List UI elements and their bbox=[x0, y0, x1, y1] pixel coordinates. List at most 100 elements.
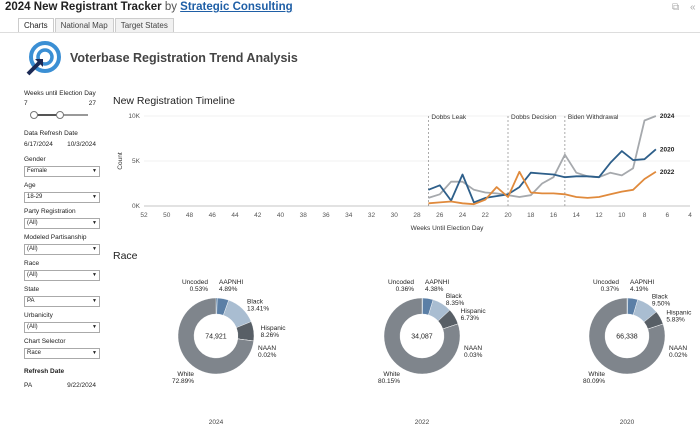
y-tick-label: 5K bbox=[132, 158, 141, 165]
donut-label-2022-hispanic: Hispanic 6.73% bbox=[461, 308, 487, 322]
tab-strip: Charts National Map Target States bbox=[18, 18, 175, 32]
donut-label-name: Uncoded bbox=[388, 279, 414, 286]
filter-label-chart-selector: Chart Selector bbox=[24, 338, 66, 345]
donut-label-name: Hispanic bbox=[261, 325, 287, 332]
donut-label-2024-uncoded: Uncoded 0.53% bbox=[182, 279, 208, 293]
donut-label-value: 8.26% bbox=[261, 332, 280, 339]
donut-label-value: 0.02% bbox=[258, 352, 277, 359]
weeks-range-values: 7 27 bbox=[24, 100, 96, 107]
x-tick-label: 26 bbox=[436, 212, 444, 219]
donut-label-value: 4.38% bbox=[425, 286, 444, 293]
weeks-slider-min-handle[interactable] bbox=[30, 111, 38, 119]
app-title-by: by bbox=[164, 1, 177, 13]
donut-label-2022-white: White 80.15% bbox=[378, 371, 400, 385]
series-line-2024 bbox=[428, 115, 657, 199]
donut-total-2020: 66,338 bbox=[616, 334, 638, 341]
x-tick-label: 50 bbox=[163, 212, 171, 219]
copy-icon[interactable]: ⧉ bbox=[672, 2, 680, 13]
refresh-label: Data Refresh Date bbox=[24, 130, 78, 137]
tab-charts[interactable]: Charts bbox=[18, 18, 54, 32]
x-axis-title: Weeks Until Election Day bbox=[411, 225, 485, 232]
x-tick-label: 10 bbox=[618, 212, 626, 219]
urbanicity-dropdown[interactable]: (All) ▼ bbox=[24, 322, 100, 333]
x-tick-label: 42 bbox=[254, 212, 262, 219]
donut-label-2020-hispanic: Hispanic 5.83% bbox=[666, 309, 692, 323]
x-tick-label: 20 bbox=[504, 212, 512, 219]
race-title: Race bbox=[113, 250, 138, 262]
donut-year-2022: 2022 bbox=[415, 419, 430, 426]
donut-label-2022-aapnhi: AAPNHI 4.38% bbox=[425, 279, 449, 293]
weeks-max: 27 bbox=[88, 100, 96, 107]
filter-label-race: Race bbox=[24, 260, 40, 267]
donut-label-value: 6.73% bbox=[461, 315, 480, 322]
x-tick-label: 44 bbox=[231, 212, 239, 219]
donut-label-name: Uncoded bbox=[593, 279, 619, 286]
x-tick-label: 48 bbox=[186, 212, 194, 219]
race-dropdown[interactable]: (All) ▼ bbox=[24, 270, 100, 281]
donut-slice-2024-white bbox=[177, 297, 254, 375]
partisanship-dropdown[interactable]: (All) ▼ bbox=[24, 244, 100, 255]
donut-label-name: Black bbox=[247, 298, 264, 305]
x-tick-label: 18 bbox=[527, 212, 535, 219]
donut-label-name: AAPNHI bbox=[219, 279, 243, 286]
refresh-date-row: PA 9/22/2024 bbox=[24, 382, 96, 389]
race-value: (All) bbox=[27, 272, 38, 278]
donut-label-value: 80.09% bbox=[583, 378, 605, 385]
x-tick-label: 30 bbox=[391, 212, 399, 219]
filter-label-urbanicity: Urbanicity bbox=[24, 312, 53, 319]
gender-dropdown[interactable]: Female ▼ bbox=[24, 166, 100, 177]
weeks-label: Weeks until Election Day bbox=[24, 90, 96, 97]
donut-label-2020-white: White 80.09% bbox=[583, 371, 605, 385]
donut-label-2024-naan: NAAN 0.02% bbox=[258, 345, 277, 359]
donut-label-2024-hispanic: Hispanic 8.26% bbox=[261, 325, 287, 339]
chevron-down-icon: ▼ bbox=[92, 272, 97, 278]
filter-label-partisanship: Modeled Partisanship bbox=[24, 234, 87, 241]
refresh-date-title: Refresh Date bbox=[24, 368, 65, 375]
donut-label-name: AAPNHI bbox=[425, 279, 449, 286]
y-axis-title: Count bbox=[117, 152, 124, 170]
tab-divider bbox=[0, 32, 700, 33]
annotation-label: Dobbs Decision bbox=[511, 114, 557, 121]
weeks-slider-max-handle[interactable] bbox=[56, 111, 64, 119]
refresh-start: 6/17/2024 bbox=[24, 141, 53, 148]
tab-target-states[interactable]: Target States bbox=[114, 18, 174, 32]
donut-label-value: 13.41% bbox=[247, 305, 269, 312]
chart-selector-value: Race bbox=[27, 350, 42, 356]
state-dropdown[interactable]: PA ▼ bbox=[24, 296, 100, 307]
donut-label-2022-uncoded: Uncoded 0.36% bbox=[388, 279, 414, 293]
tab-national-map[interactable]: National Map bbox=[54, 18, 114, 32]
share-icon[interactable]: « bbox=[690, 2, 696, 13]
top-bar: 2024 New Registrant Tracker by Strategic… bbox=[0, 0, 700, 17]
donut-year-2020: 2020 bbox=[620, 419, 635, 426]
chevron-down-icon: ▼ bbox=[92, 168, 97, 174]
filter-label-party: Party Registration bbox=[24, 208, 76, 215]
donut-label-name: White bbox=[588, 371, 605, 378]
donut-label-value: 0.53% bbox=[190, 286, 209, 293]
donut-label-name: NAAN bbox=[464, 345, 482, 352]
y-tick-label: 10K bbox=[128, 113, 140, 120]
donut-label-value: 72.89% bbox=[172, 378, 194, 385]
age-dropdown[interactable]: 18-29 ▼ bbox=[24, 192, 100, 203]
donut-label-2022-naan: NAAN 0.03% bbox=[464, 345, 483, 359]
weeks-min: 7 bbox=[24, 100, 28, 107]
donut-label-2020-uncoded: Uncoded 0.37% bbox=[593, 279, 619, 293]
party-dropdown[interactable]: (All) ▼ bbox=[24, 218, 100, 229]
donut-slice-2020-white bbox=[588, 297, 666, 375]
filter-label-gender: Gender bbox=[24, 156, 46, 163]
org-link[interactable]: Strategic Consulting bbox=[180, 1, 293, 13]
x-tick-label: 24 bbox=[459, 212, 467, 219]
donut-label-2020-naan: NAAN 0.02% bbox=[669, 345, 688, 359]
donut-label-value: 4.19% bbox=[630, 286, 649, 293]
donut-total-2022: 34,087 bbox=[411, 334, 433, 341]
donut-label-value: 9.50% bbox=[652, 300, 671, 307]
app-title: 2024 New Registrant Tracker by Strategic… bbox=[5, 1, 293, 13]
donut-label-value: 8.35% bbox=[446, 300, 465, 307]
donut-label-name: Black bbox=[446, 293, 463, 300]
x-tick-label: 52 bbox=[140, 212, 148, 219]
chart-selector-dropdown[interactable]: Race ▼ bbox=[24, 348, 100, 359]
x-tick-label: 36 bbox=[322, 212, 330, 219]
donut-label-name: White bbox=[177, 371, 194, 378]
donut-label-2020-aapnhi: AAPNHI 4.19% bbox=[630, 279, 654, 293]
refresh-state: PA bbox=[24, 382, 33, 389]
